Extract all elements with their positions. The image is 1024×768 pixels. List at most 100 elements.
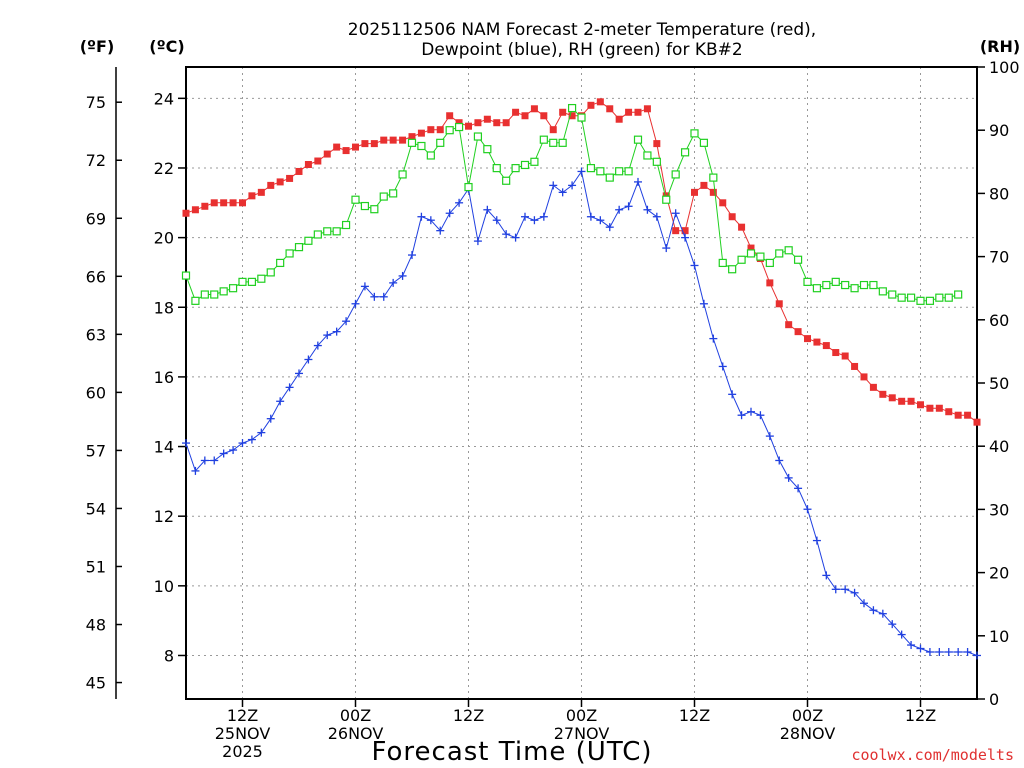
temperature-point <box>229 199 237 207</box>
temperature-point <box>643 105 651 113</box>
x-tick-label: 12Z <box>905 706 936 725</box>
rh-point <box>492 164 501 173</box>
rh-point <box>690 129 699 138</box>
dewpoint-point <box>709 334 718 343</box>
dewpoint-point <box>860 599 868 608</box>
temperature-point <box>747 244 755 252</box>
rh-point <box>539 135 548 144</box>
celsius-unit-label: (ºC) <box>149 37 184 56</box>
dewpoint-point <box>549 181 558 190</box>
fahrenheit-tick-label: 60 <box>86 383 106 402</box>
rh-point <box>360 201 370 211</box>
fahrenheit-tick-label: 57 <box>86 441 106 460</box>
dewpoint-point <box>671 209 680 218</box>
dewpoint-point <box>304 355 313 364</box>
temperature-point <box>728 213 736 221</box>
temperature-point <box>257 188 265 196</box>
fahrenheit-tick-label: 69 <box>86 209 106 228</box>
dewpoint-point <box>973 651 981 660</box>
rh-point <box>549 138 558 147</box>
dewpoint-point <box>662 244 671 253</box>
dewpoint-point <box>210 456 219 465</box>
dewpoint-point <box>916 644 925 653</box>
rh-point <box>417 141 426 151</box>
temperature-point <box>210 199 218 207</box>
dewpoint-point <box>558 188 567 197</box>
temperature-point <box>775 300 783 308</box>
dewpoint-point <box>276 397 285 406</box>
fahrenheit-tick-label: 45 <box>86 674 106 693</box>
temperature-point <box>766 279 774 287</box>
temperature-point <box>352 143 359 151</box>
rh-point <box>181 271 191 280</box>
rh-point <box>219 287 228 296</box>
rh-point <box>558 138 567 147</box>
dewpoint-point <box>850 588 859 597</box>
dewpoint-point <box>794 484 803 493</box>
dewpoint-point <box>445 209 454 218</box>
temperature-point <box>323 150 331 158</box>
celsius-tick-label: 16 <box>154 368 174 387</box>
rh-point <box>756 252 765 261</box>
rh-point <box>878 287 887 296</box>
dewpoint-point <box>530 216 539 225</box>
temperature-point <box>634 108 642 116</box>
rh-tick-label: 50 <box>989 374 1009 393</box>
temperature-point <box>314 157 322 165</box>
dewpoint-point <box>323 331 332 340</box>
rh-point <box>633 135 643 144</box>
dewpoint-point <box>784 473 793 482</box>
temperature-point <box>879 390 887 398</box>
dewpoint-point <box>389 278 398 287</box>
source-credit: coolwx.com/modelts <box>851 746 1014 764</box>
temperature-point <box>248 192 256 200</box>
temperature-point <box>653 140 661 148</box>
rh-point <box>511 164 520 173</box>
dewpoint-point <box>521 212 529 221</box>
dewpoint-point <box>728 390 737 399</box>
temperature-point <box>182 209 190 217</box>
temperature-point <box>474 119 482 127</box>
celsius-tick-label: 14 <box>154 438 174 457</box>
rh-point <box>718 258 727 268</box>
dewpoint-point <box>634 177 642 186</box>
dewpoint-point <box>342 317 351 326</box>
temperature-point <box>738 223 746 231</box>
dewpoint-point <box>257 428 266 437</box>
dewpoint-point <box>831 585 840 594</box>
dewpoint-point <box>907 641 916 650</box>
dewpoint-point <box>182 439 190 448</box>
dewpoint-point <box>775 456 784 465</box>
celsius-tick-label: 22 <box>154 159 174 178</box>
temperature-point <box>220 199 228 207</box>
temperature-point <box>709 188 717 196</box>
chart-title-line-2: Dewpoint (blue), RH (green) for KB#2 <box>421 40 742 60</box>
rh-point <box>294 243 304 252</box>
temperature-point <box>672 227 680 235</box>
rh-point <box>257 274 266 283</box>
dewpoint-point <box>822 571 831 580</box>
rh-tick-label: 30 <box>989 500 1009 519</box>
rh-point <box>200 290 209 299</box>
dewpoint-point <box>379 292 388 301</box>
rh-tick-label: 90 <box>989 121 1009 140</box>
dewpoint-point <box>398 271 407 280</box>
temperature-point <box>380 136 388 144</box>
temperature-point <box>804 335 811 343</box>
rh-point <box>803 277 812 286</box>
rh-point <box>954 290 963 299</box>
rh-tick-label: 0 <box>989 690 999 709</box>
rh-point <box>266 268 275 277</box>
temperature-point <box>568 112 576 120</box>
celsius-tick-label: 20 <box>154 229 174 248</box>
rh-point <box>586 164 596 173</box>
rh-point <box>737 255 746 264</box>
x-tick-label: 00Z <box>566 706 597 725</box>
temperature-point <box>502 119 510 127</box>
rh-point <box>605 173 614 182</box>
rh-point <box>793 255 803 264</box>
dewpoint-point <box>605 223 614 232</box>
rh-point <box>370 205 379 214</box>
rh-point <box>822 280 831 290</box>
